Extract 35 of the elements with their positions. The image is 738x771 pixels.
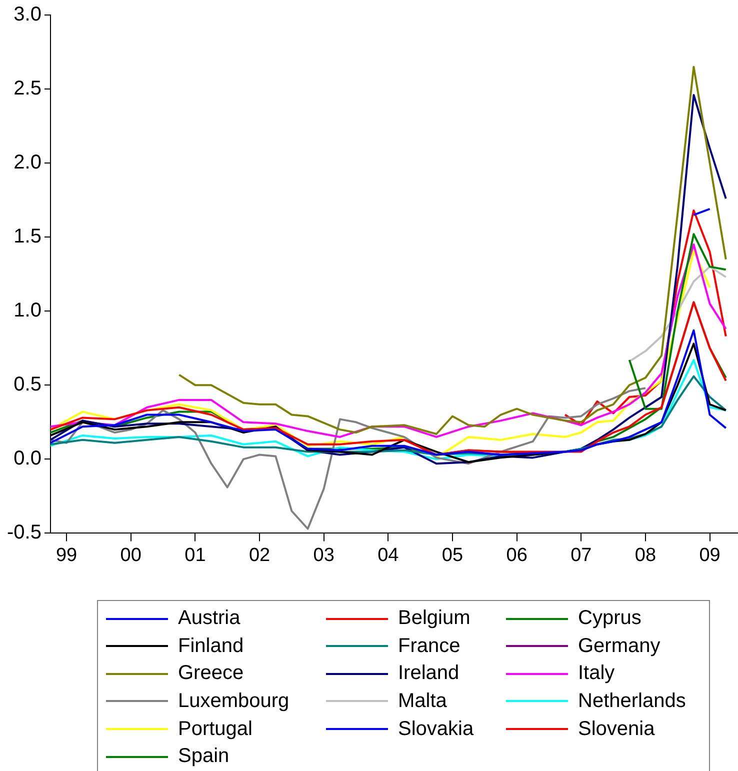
x-tick-label: 09 <box>699 544 720 566</box>
y-tick-label: 1.0 <box>14 300 42 322</box>
legend-label: Cyprus <box>578 607 642 630</box>
legend-label: Malta <box>398 690 447 713</box>
legend-label: Greece <box>178 662 244 686</box>
legend-label: Ireland <box>398 662 460 686</box>
x-tick-label: 06 <box>506 544 528 566</box>
x-tick-label: 02 <box>248 544 270 566</box>
x-tick-label: 01 <box>184 544 206 566</box>
legend-label: Luxembourg <box>178 690 290 713</box>
y-tick-label: 0.5 <box>14 374 42 396</box>
x-tick-label: 05 <box>442 544 464 566</box>
legend-label: Finland <box>178 634 244 658</box>
y-tick-label: 1.5 <box>14 226 42 248</box>
legend-label: Spain <box>178 745 230 768</box>
y-tick-label: 2.0 <box>14 152 42 174</box>
x-tick-label: 08 <box>634 544 656 566</box>
legend-label: Slovenia <box>578 718 655 741</box>
legend-label: Austria <box>178 607 240 630</box>
x-tick-label: 00 <box>120 544 142 566</box>
y-tick-label: 0.0 <box>14 448 42 470</box>
y-tick-label: 3.0 <box>14 4 42 26</box>
y-tick-label: -0.5 <box>6 522 42 544</box>
x-tick-label: 99 <box>56 544 78 566</box>
x-tick-label: 07 <box>570 544 592 566</box>
legend-label: Portugal <box>178 718 252 741</box>
legend-label: Slovakia <box>398 718 474 741</box>
legend-label: Belgium <box>398 607 470 630</box>
legend-label: Netherlands <box>578 690 686 713</box>
legend-label: Italy <box>578 662 615 686</box>
x-tick-label: 04 <box>378 544 400 566</box>
y-tick-label: 2.5 <box>14 78 42 100</box>
legend-label: Germany <box>578 634 660 658</box>
legend-label: France <box>398 634 460 658</box>
x-tick-label: 03 <box>313 544 334 566</box>
